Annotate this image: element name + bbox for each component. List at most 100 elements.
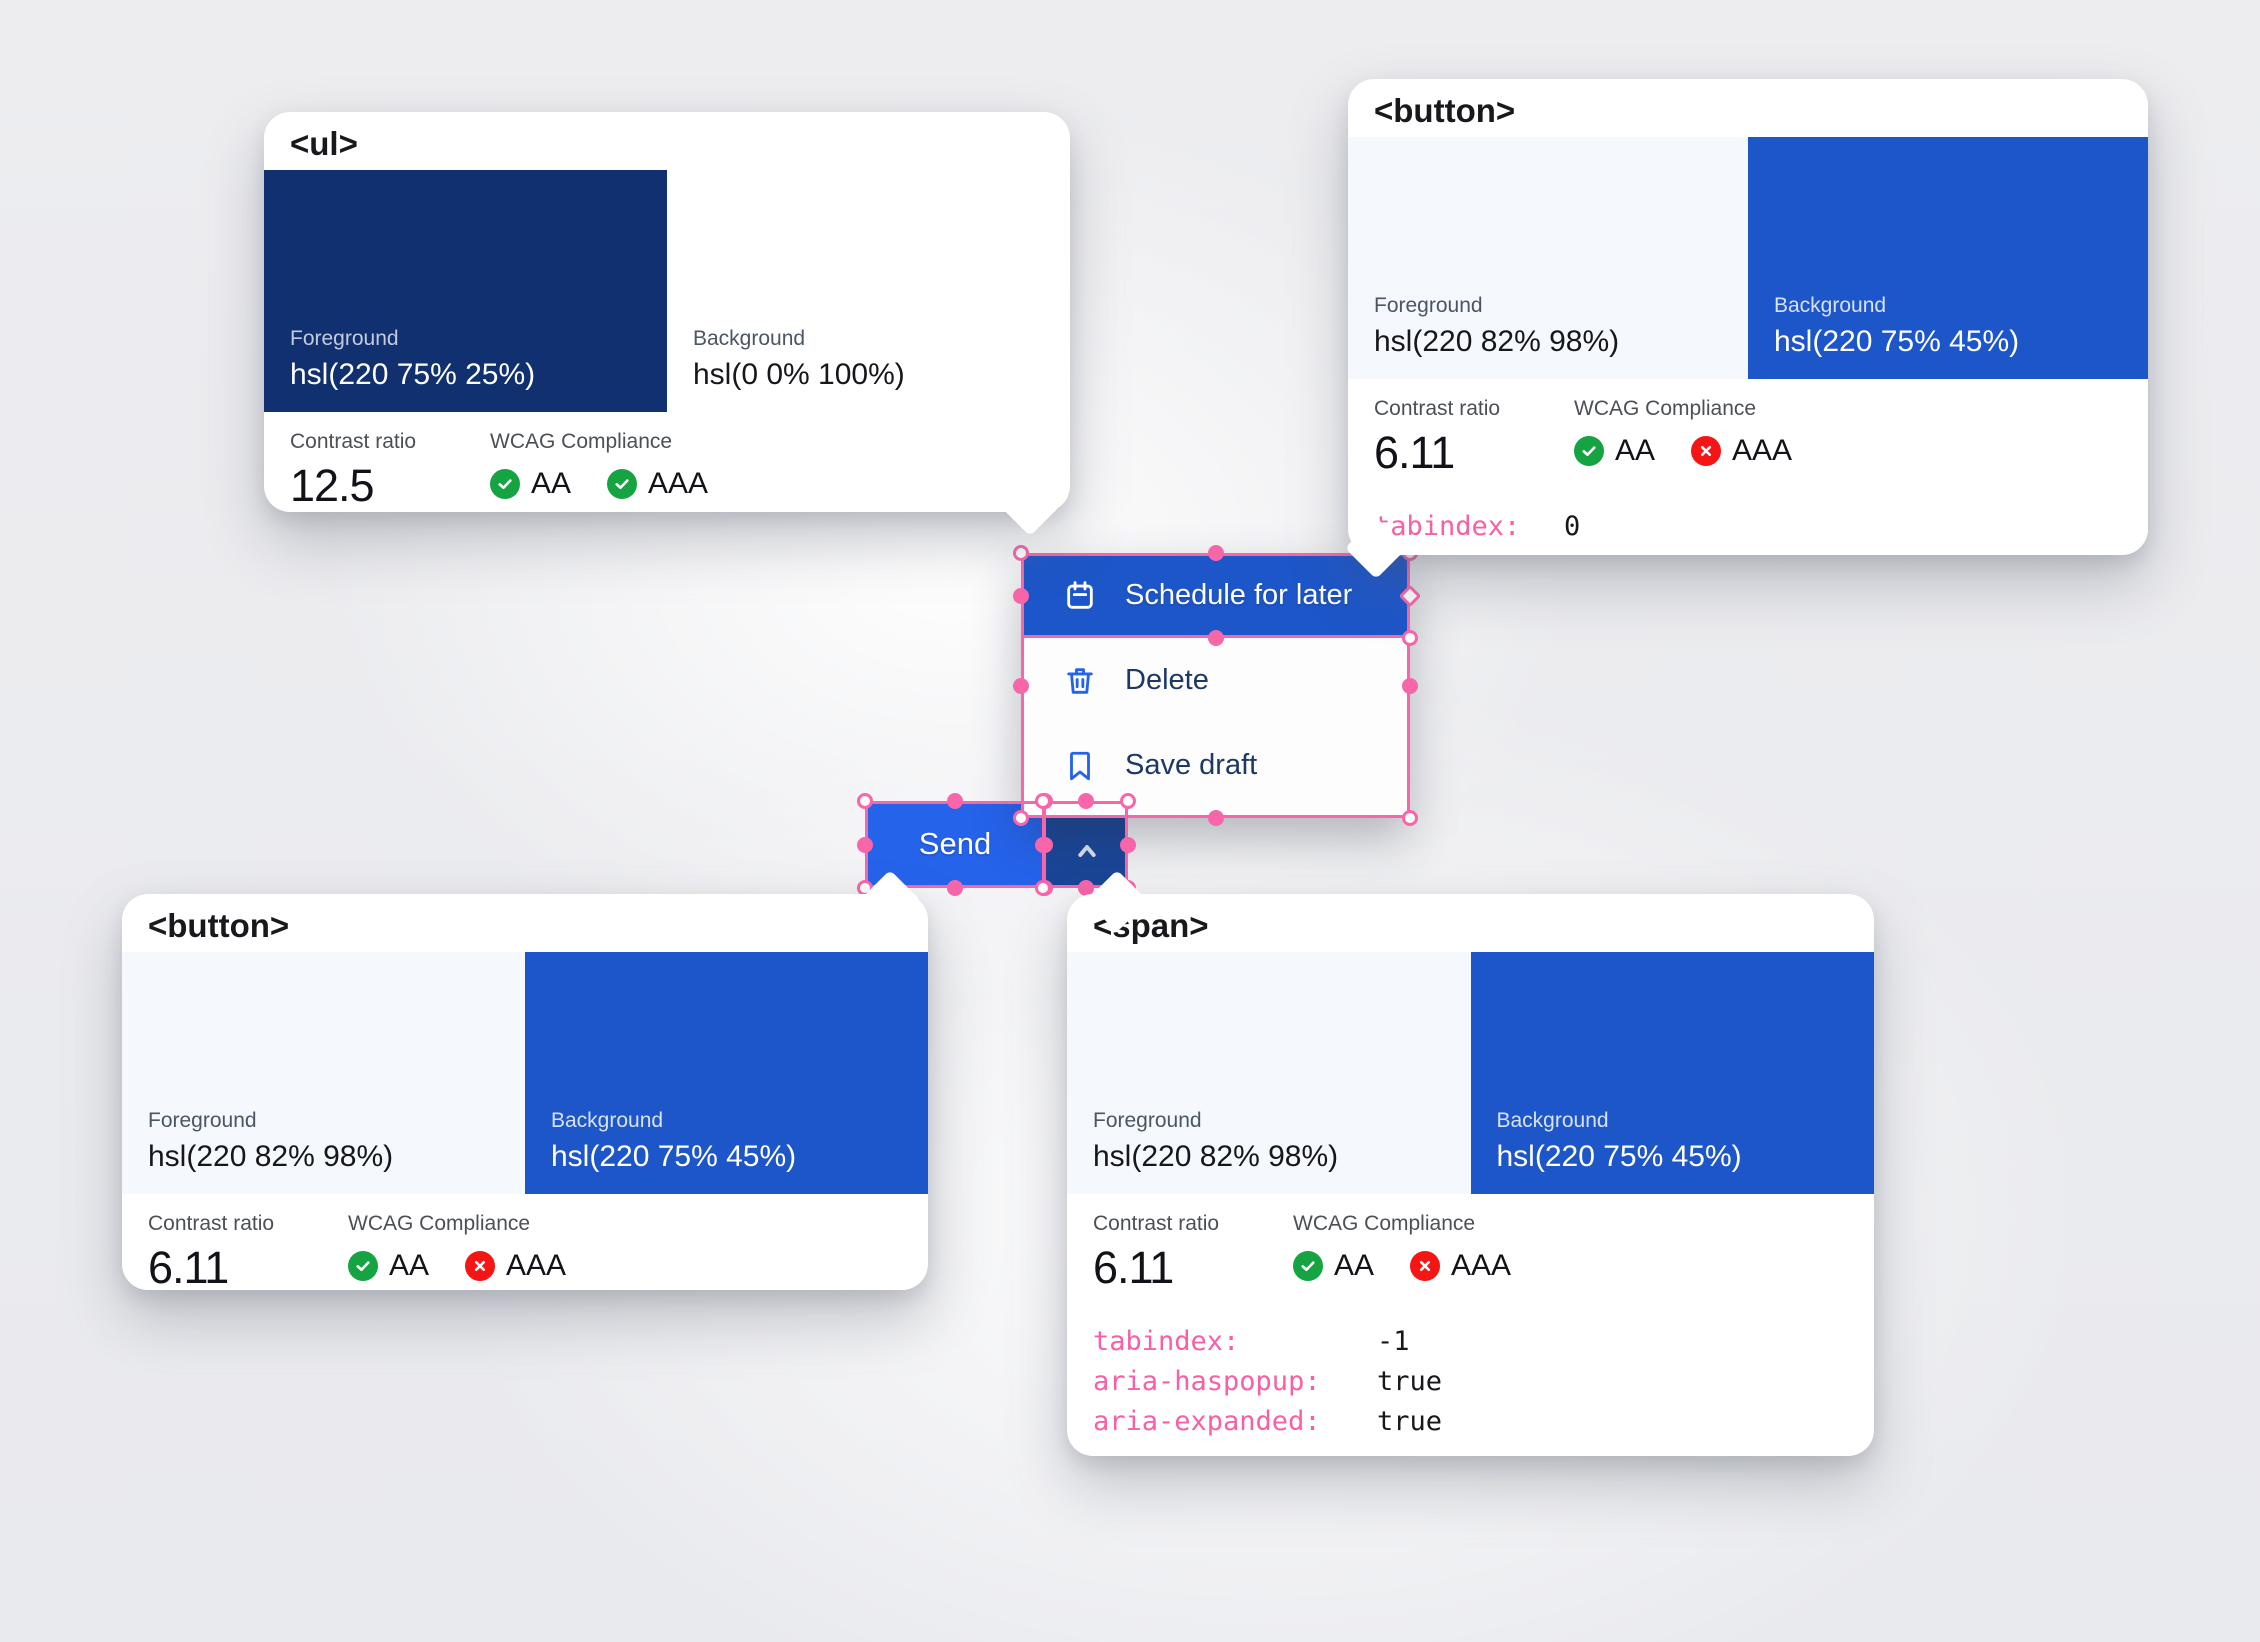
color-swatches: Foreground hsl(220 82% 98%) Background h…: [122, 952, 928, 1194]
aa-badge: AA: [490, 467, 571, 501]
foreground-swatch: Foreground hsl(220 75% 25%): [264, 170, 667, 412]
selection-handle[interactable]: [947, 793, 963, 809]
selection-handle[interactable]: [1120, 793, 1136, 809]
aa-badge: AA: [348, 1249, 429, 1283]
attribute-name: aria-haspopup:: [1093, 1366, 1321, 1397]
wcag-compliance-label: WCAG Compliance: [348, 1212, 531, 1235]
selection-handle[interactable]: [1402, 810, 1418, 826]
attribute-value: -1: [1377, 1326, 1410, 1357]
selection-handle[interactable]: [1013, 678, 1029, 694]
background-swatch: Background hsl(220 75% 45%): [1470, 952, 1874, 1194]
aaa-badge: AAA: [465, 1249, 566, 1283]
send-button-label: Send: [918, 826, 992, 861]
aaa-badge: AAA: [1691, 434, 1792, 468]
trash-icon: [1063, 664, 1097, 698]
selection-handle[interactable]: [1402, 630, 1418, 646]
background-swatch: Background hsl(0 0% 100%): [667, 170, 1070, 412]
foreground-label: Foreground: [148, 1109, 257, 1132]
foreground-label: Foreground: [1374, 294, 1483, 317]
contrast-ratio-value: 6.11: [148, 1242, 229, 1293]
contrast-ratio-label: Contrast ratio: [1374, 397, 1501, 420]
foreground-value: hsl(220 82% 98%): [1093, 1140, 1339, 1173]
background-swatch: Background hsl(220 75% 45%): [1748, 137, 2148, 379]
x-icon: [1410, 1251, 1441, 1281]
selection-handle[interactable]: [857, 837, 873, 853]
attribute-value: 0: [1564, 511, 1581, 542]
aaa-label: AAA: [1732, 434, 1793, 467]
aa-badge: AA: [1293, 1249, 1374, 1283]
attribute-name: tabindex:: [1093, 1326, 1240, 1357]
selection-handle[interactable]: [1208, 545, 1224, 561]
background-value: hsl(0 0% 100%): [693, 358, 905, 391]
color-swatches: Foreground hsl(220 75% 25%) Background h…: [264, 170, 1070, 412]
attribute-value: true: [1377, 1406, 1443, 1437]
selection-handle[interactable]: [1035, 793, 1051, 809]
selection-handle[interactable]: [1035, 880, 1051, 896]
selection-handle[interactable]: [1208, 810, 1224, 826]
selection-handle[interactable]: [1120, 837, 1136, 853]
x-icon: [1691, 436, 1722, 466]
menu-item-label: Delete: [1125, 664, 1209, 696]
selection-handle[interactable]: [1013, 588, 1029, 604]
contrast-ratio-label: Contrast ratio: [1093, 1212, 1220, 1235]
background-label: Background: [1774, 294, 1887, 317]
contrast-tooltip-span: <span> Foreground hsl(220 82% 98%) Backg…: [1067, 869, 1874, 1456]
menu-item-schedule[interactable]: Schedule for later: [1021, 553, 1410, 638]
foreground-label: Foreground: [290, 327, 399, 350]
contrast-tooltip-button-top: <button> Foreground hsl(220 82% 98%) Bac…: [1344, 79, 2148, 580]
selection-handle[interactable]: [947, 880, 963, 896]
check-icon: [348, 1251, 378, 1281]
menu-item-delete[interactable]: Delete: [1021, 638, 1410, 723]
menu-item-label: Save draft: [1125, 749, 1258, 781]
dropdown-menu: Schedule for later Delete Save draft: [1021, 553, 1410, 818]
color-swatches: Foreground hsl(220 82% 98%) Background h…: [1067, 952, 1874, 1194]
selection-handle[interactable]: [1035, 837, 1051, 853]
contrast-ratio-label: Contrast ratio: [290, 430, 417, 453]
contrast-ratio-value: 12.5: [290, 460, 375, 511]
bookmark-icon: [1063, 749, 1097, 783]
contrast-tooltip-button-bottom: <button> Foreground hsl(220 82% 98%) Bac…: [122, 869, 928, 1293]
foreground-swatch: Foreground hsl(220 82% 98%): [122, 952, 525, 1194]
background-value: hsl(220 75% 45%): [551, 1140, 797, 1173]
check-icon: [607, 469, 638, 499]
foreground-label: Foreground: [1093, 1109, 1202, 1132]
element-tag: <button>: [1374, 92, 1516, 129]
contrast-ratio-value: 6.11: [1374, 427, 1455, 478]
check-icon: [1574, 436, 1604, 466]
menu-item-save-draft[interactable]: Save draft: [1021, 723, 1410, 808]
aa-label: AA: [389, 1249, 430, 1282]
aaa-label: AAA: [648, 467, 709, 500]
aa-label: AA: [531, 467, 572, 500]
aaa-badge: AAA: [607, 467, 708, 501]
element-tag: <ul>: [290, 125, 358, 162]
attribute-row: tabindex: 0: [1374, 507, 2122, 547]
selection-handle[interactable]: [1402, 678, 1418, 694]
selection-handle[interactable]: [1013, 545, 1029, 561]
selection-handle[interactable]: [1078, 793, 1094, 809]
wcag-compliance-label: WCAG Compliance: [1574, 397, 1757, 420]
chevron-up-icon: [1071, 821, 1103, 867]
attribute-value: true: [1377, 1366, 1443, 1397]
check-icon: [1293, 1251, 1323, 1281]
foreground-value: hsl(220 82% 98%): [1374, 325, 1620, 358]
attribute-name: aria-expanded:: [1093, 1406, 1321, 1437]
attribute-row: tabindex: -1: [1093, 1322, 1848, 1362]
selection-handle[interactable]: [1208, 630, 1224, 646]
element-tag: <button>: [148, 907, 290, 944]
aaa-label: AAA: [1451, 1249, 1512, 1282]
attribute-name: tabindex:: [1374, 511, 1521, 542]
background-label: Background: [551, 1109, 664, 1132]
background-value: hsl(220 75% 45%): [1496, 1140, 1742, 1173]
selection-handle[interactable]: [1013, 810, 1029, 826]
element-tag: <span>: [1093, 907, 1209, 944]
foreground-value: hsl(220 75% 25%): [290, 358, 536, 391]
attribute-row: aria-haspopup: true: [1093, 1362, 1848, 1402]
background-value: hsl(220 75% 45%): [1774, 325, 2020, 358]
aaa-badge: AAA: [1410, 1249, 1511, 1283]
color-swatches: Foreground hsl(220 82% 98%) Background h…: [1348, 137, 2148, 379]
background-label: Background: [693, 327, 806, 350]
foreground-swatch: Foreground hsl(220 82% 98%): [1348, 137, 1748, 379]
selection-handle[interactable]: [1078, 880, 1094, 896]
selection-handle[interactable]: [857, 793, 873, 809]
background-label: Background: [1496, 1109, 1609, 1132]
